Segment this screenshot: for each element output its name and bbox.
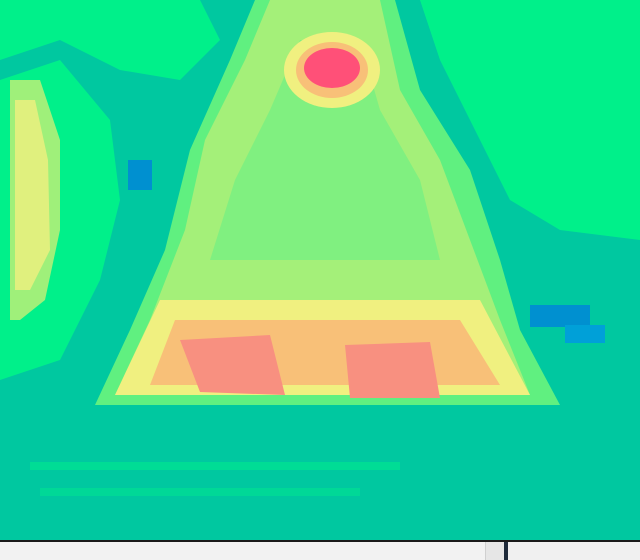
status-segment-handle[interactable]	[486, 542, 504, 560]
lower-speckle-row	[30, 462, 400, 470]
status-segment-main	[0, 542, 486, 560]
lower-teal-region	[0, 408, 640, 540]
status-bar	[0, 540, 640, 560]
heatmap-viewer	[0, 0, 640, 540]
cold-spot-right	[530, 305, 590, 327]
heatmap-image	[0, 0, 640, 540]
status-segment-right	[508, 542, 640, 560]
cold-spot-right-2	[565, 325, 605, 343]
lower-speckle-row-2	[40, 488, 360, 496]
cold-spot-left	[128, 160, 152, 190]
top-hot-spot	[304, 48, 360, 88]
right-hot-lobe	[345, 342, 440, 398]
